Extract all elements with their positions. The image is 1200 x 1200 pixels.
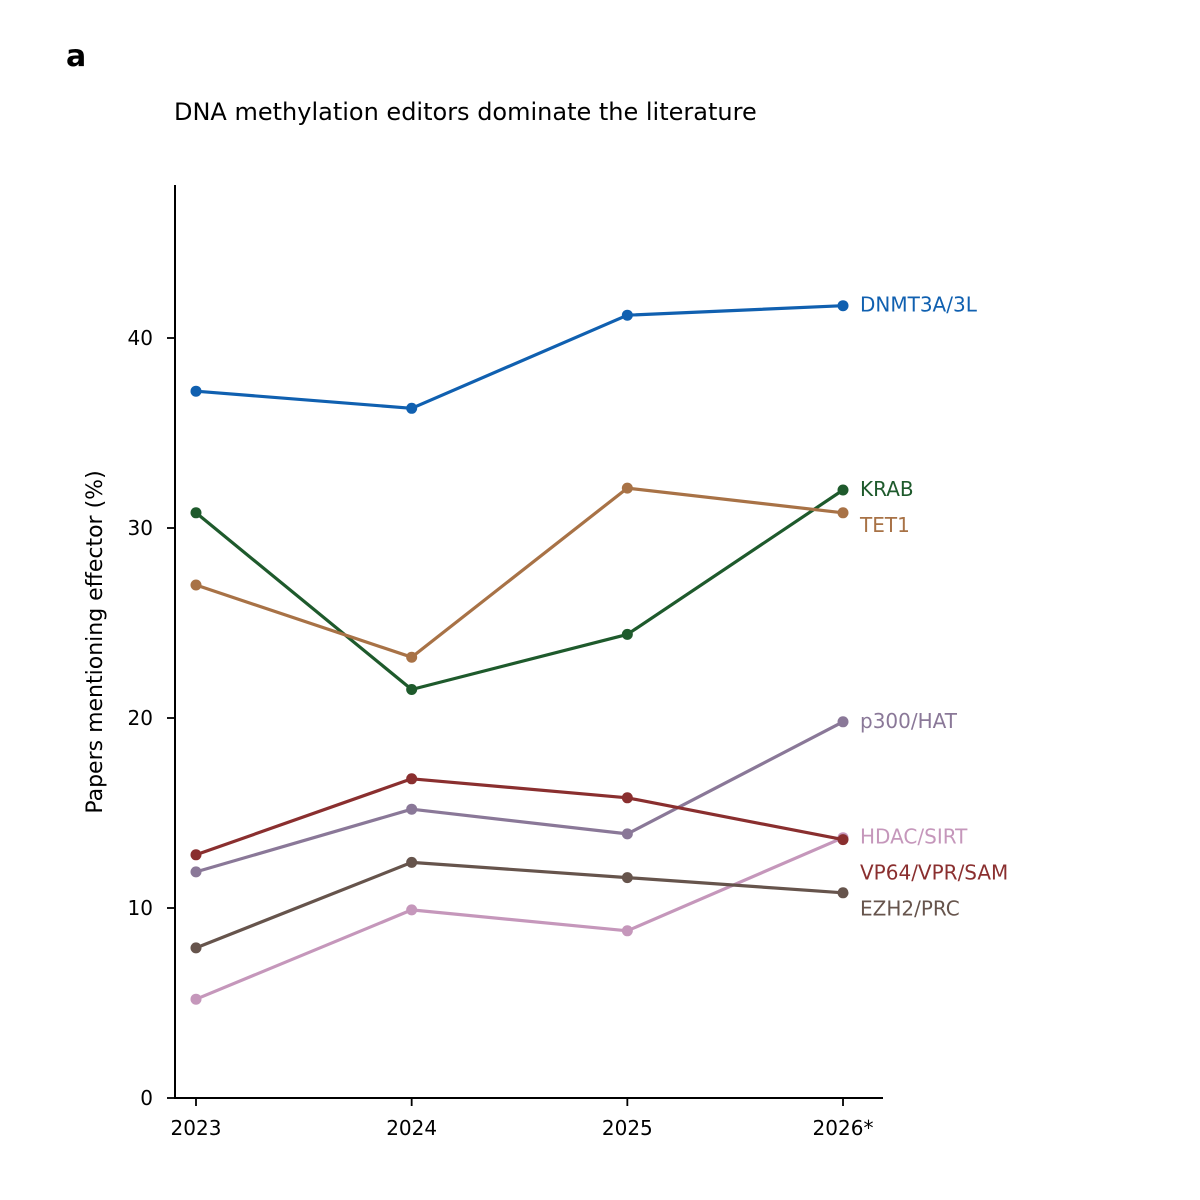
data-point [621, 628, 633, 640]
y-tick-label: 30 [128, 516, 153, 540]
data-point [837, 300, 849, 312]
data-point [190, 385, 202, 397]
y-axis-label: Papers mentioning effector (%) [83, 470, 108, 813]
data-point [190, 507, 202, 519]
y-tick-label: 0 [140, 1086, 153, 1110]
data-point [837, 834, 849, 846]
x-tick-label: 2026* [813, 1116, 874, 1140]
series-label: EZH2/PRC [860, 897, 960, 921]
series-line [195, 777, 844, 857]
series-label: TET1 [859, 513, 910, 537]
series-krab [190, 484, 849, 695]
data-point [406, 773, 418, 785]
data-point [190, 993, 202, 1005]
series-label: HDAC/SIRT [860, 825, 968, 849]
series-label: KRAB [860, 477, 914, 501]
series-hdac-sirt [190, 832, 849, 1005]
data-point [406, 684, 418, 695]
series-line [195, 720, 844, 874]
x-tick-label: 2023 [171, 1116, 222, 1140]
data-point [406, 904, 418, 916]
data-point [621, 309, 633, 321]
series-line [195, 860, 844, 950]
series-vp64-vpr-sam [190, 773, 849, 861]
series-line [194, 488, 844, 692]
series-dnmt3a-3l [190, 300, 849, 414]
data-point [837, 716, 849, 728]
y-tick-label: 40 [128, 326, 153, 350]
series-layer [190, 300, 849, 1005]
series-label: DNMT3A/3L [860, 293, 978, 317]
data-point [837, 887, 849, 899]
series-p300-hat [190, 716, 849, 878]
data-point [190, 579, 202, 591]
data-point [190, 849, 202, 861]
data-point [837, 484, 849, 496]
data-point [621, 792, 633, 804]
panel-label: a [66, 39, 86, 74]
data-point [621, 925, 633, 937]
series-line [195, 304, 844, 410]
data-point [406, 856, 418, 868]
x-ticks: 2023 2024 2025 2026* [171, 1098, 874, 1140]
series-tet1 [190, 482, 849, 663]
chart-title: DNA methylation editors dominate the lit… [174, 98, 757, 126]
series-ezh2-prc [190, 856, 849, 954]
data-point [406, 651, 418, 663]
data-point [837, 507, 849, 519]
data-point [190, 942, 202, 954]
y-ticks: 0 10 20 30 40 [128, 326, 175, 1110]
y-tick-label: 20 [128, 706, 153, 730]
x-tick-label: 2024 [386, 1116, 437, 1140]
data-point [621, 872, 633, 884]
series-line [195, 836, 844, 1001]
data-point [406, 402, 418, 414]
data-point [190, 866, 202, 878]
series-labels: DNMT3A/3L KRAB TET1 p300/HAT HDAC/SIRT VP64/V… [859, 293, 1008, 921]
y-tick-label: 10 [128, 896, 153, 920]
series-label: VP64/VPR/SAM [860, 861, 1008, 885]
series-line [195, 486, 844, 659]
x-tick-label: 2025 [602, 1116, 653, 1140]
series-label: p300/HAT [860, 709, 958, 733]
data-point [406, 803, 418, 815]
data-point [621, 828, 633, 840]
data-point [621, 482, 633, 494]
